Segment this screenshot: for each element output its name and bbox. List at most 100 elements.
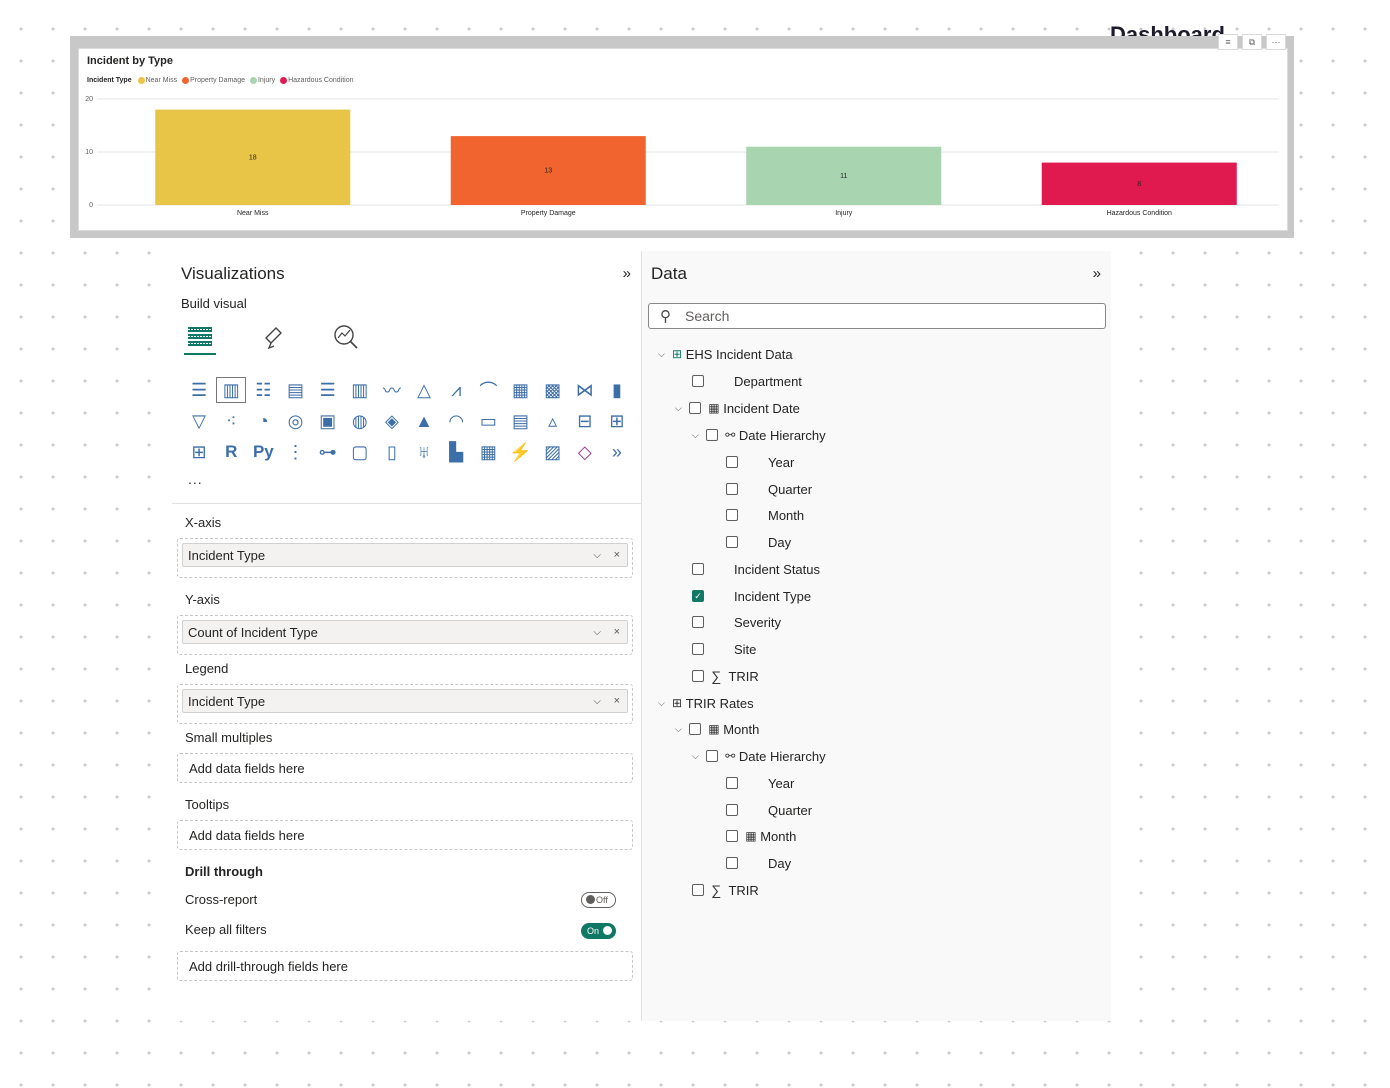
build-visual-tab-icon[interactable] [184,321,216,355]
field-row[interactable]: Department [692,368,802,394]
multi-row-card-icon[interactable]: ▤ [511,410,529,431]
field-checkbox[interactable] [692,375,704,387]
small-multiples-well[interactable]: Add data fields here [177,753,633,783]
xaxis-well[interactable]: Incident Type ⌵ × [177,538,633,578]
clustered-column-chart-icon[interactable]: ▤ [286,379,304,400]
legend-item[interactable]: Property Damage [182,77,245,84]
chart-visual[interactable]: Incident by Type Incident Type Near Miss… [78,48,1288,231]
stacked-bar-chart-icon[interactable]: ☰ [191,379,208,400]
keep-filters-toggle[interactable]: On [581,923,616,939]
power-apps-diamond-icon[interactable]: ◇ [577,441,592,462]
field-checkbox[interactable] [689,723,701,735]
chevron-down-icon[interactable]: ⌵ [675,402,682,413]
field-row[interactable]: Month [726,502,804,528]
chart-visual-container[interactable]: Incident by Type Incident Type Near Miss… [70,36,1294,238]
bar[interactable] [155,109,351,205]
line-chart-icon[interactable]: 〰 [382,381,401,401]
python-visual-icon[interactable]: Py [252,442,274,461]
chevron-down-icon[interactable]: ⌵ [593,550,601,561]
bar[interactable] [450,136,646,205]
card-icon[interactable]: ▭ [479,410,497,431]
field-row[interactable]: ⌵ ▦ Incident Date [675,395,800,421]
100-stacked-area-chart-icon[interactable]: ⌒ [479,381,498,401]
ribbon-chart-icon[interactable]: ⋈ [575,379,594,400]
yaxis-field[interactable]: Count of Incident Type ⌵ × [182,620,628,644]
field-checkbox[interactable] [726,777,738,789]
legend-field[interactable]: Incident Type ⌵ × [182,689,628,713]
more-visuals-button[interactable]: ... [188,471,203,487]
chevron-down-icon[interactable]: ⌵ [658,697,665,708]
field-checkbox[interactable] [706,750,718,762]
format-visual-tab-icon[interactable] [258,321,290,353]
field-checkbox[interactable] [726,857,738,869]
table-icon[interactable]: ⊞ [609,410,625,431]
pie-chart-icon[interactable]: ◔ [257,410,269,431]
filter-icon[interactable]: ≡ [1218,34,1238,50]
line-and-stacked-column-chart-icon[interactable]: ▦ [511,379,529,400]
chevron-down-icon[interactable]: ⌵ [692,429,699,440]
remove-field-icon[interactable]: × [613,695,620,707]
legend-item[interactable]: Injury [249,77,275,84]
field-row[interactable]: Year [726,449,794,475]
kpi-icon[interactable]: ▵ [548,410,558,431]
focus-mode-icon[interactable]: ⧉ [1242,34,1262,50]
legend-item[interactable]: Hazardous Condition [280,77,353,84]
metrics-icon[interactable]: ♅ [417,441,431,462]
field-checkbox[interactable] [692,670,704,682]
field-checkbox[interactable] [692,643,704,655]
line-and-clustered-column-chart-icon[interactable]: ▩ [544,379,562,400]
field-row[interactable]: Incident Status [692,556,820,582]
automate-chevron-icon[interactable]: » [611,441,622,462]
remove-field-icon[interactable]: × [613,549,620,561]
bar[interactable] [746,146,942,205]
hierarchy-row[interactable]: ⌵ ⚯ Date Hierarchy [692,422,826,448]
field-row[interactable]: ⌵ ▦ Month [675,716,759,742]
decomposition-tree-icon[interactable]: ⊶ [318,441,337,462]
100-stacked-column-chart-icon[interactable]: ▥ [351,379,369,400]
search-input[interactable]: ⚲ Search [648,303,1106,329]
chevron-down-icon[interactable]: ⌵ [658,348,665,359]
yaxis-well[interactable]: Count of Incident Type ⌵ × [177,615,633,655]
gauge-icon[interactable]: ◠ [448,410,465,431]
field-row[interactable]: ▦ Month [726,823,796,849]
field-checkbox[interactable] [692,884,704,896]
field-checkbox[interactable] [726,804,738,816]
analytics-tab-icon[interactable] [330,321,362,353]
slicer-icon[interactable]: ⊟ [577,410,593,431]
clustered-bar-chart-icon[interactable]: ☷ [255,379,272,400]
collapse-data-icon[interactable]: » [1092,265,1101,282]
filled-map-icon[interactable]: ◈ [384,410,399,431]
field-checkbox[interactable] [726,483,738,495]
field-checkbox[interactable] [726,509,738,521]
field-row[interactable]: Year [726,770,794,796]
chevron-down-icon[interactable]: ⌵ [675,723,682,734]
field-checkbox[interactable] [726,456,738,468]
custom-visual-icon[interactable]: ▨ [544,441,562,462]
remove-field-icon[interactable]: × [613,626,620,638]
drill-through-well[interactable]: Add drill-through fields here [177,951,633,981]
treemap-icon[interactable]: ▣ [319,410,337,431]
legend-well[interactable]: Incident Type ⌵ × [177,684,633,724]
field-checkbox-checked[interactable]: ✓ [692,590,704,602]
r-script-visual-icon[interactable]: R [225,442,238,461]
field-checkbox[interactable] [726,536,738,548]
funnel-chart-icon[interactable]: ▽ [192,410,206,431]
field-row[interactable]: Quarter [726,797,812,823]
collapse-visualizations-icon[interactable]: » [622,265,631,282]
cross-report-toggle[interactable]: Off [581,892,616,908]
key-influencers-icon[interactable]: ⋮ [286,441,305,462]
power-apps-icon[interactable]: ▦ [479,441,497,462]
chevron-down-icon[interactable]: ⌵ [593,696,601,707]
azure-map-icon[interactable]: ▲ [415,410,433,431]
paginated-report-icon[interactable]: ▙ [449,441,464,462]
scatter-chart-icon[interactable]: ⁖ [225,410,237,431]
stacked-column-chart-icon[interactable]: ▥ [215,376,247,404]
chevron-down-icon[interactable]: ⌵ [692,750,699,761]
table-node-ehs[interactable]: ⌵ ⊞ EHS Incident Data [658,341,793,367]
qa-icon[interactable]: ▢ [351,441,369,462]
xaxis-field[interactable]: Incident Type ⌵ × [182,543,628,567]
smart-narrative-icon[interactable]: ▯ [386,441,397,462]
field-checkbox[interactable] [706,429,718,441]
measure-row[interactable]: ∑ TRIR [692,663,759,689]
field-row[interactable]: Site [692,636,756,662]
